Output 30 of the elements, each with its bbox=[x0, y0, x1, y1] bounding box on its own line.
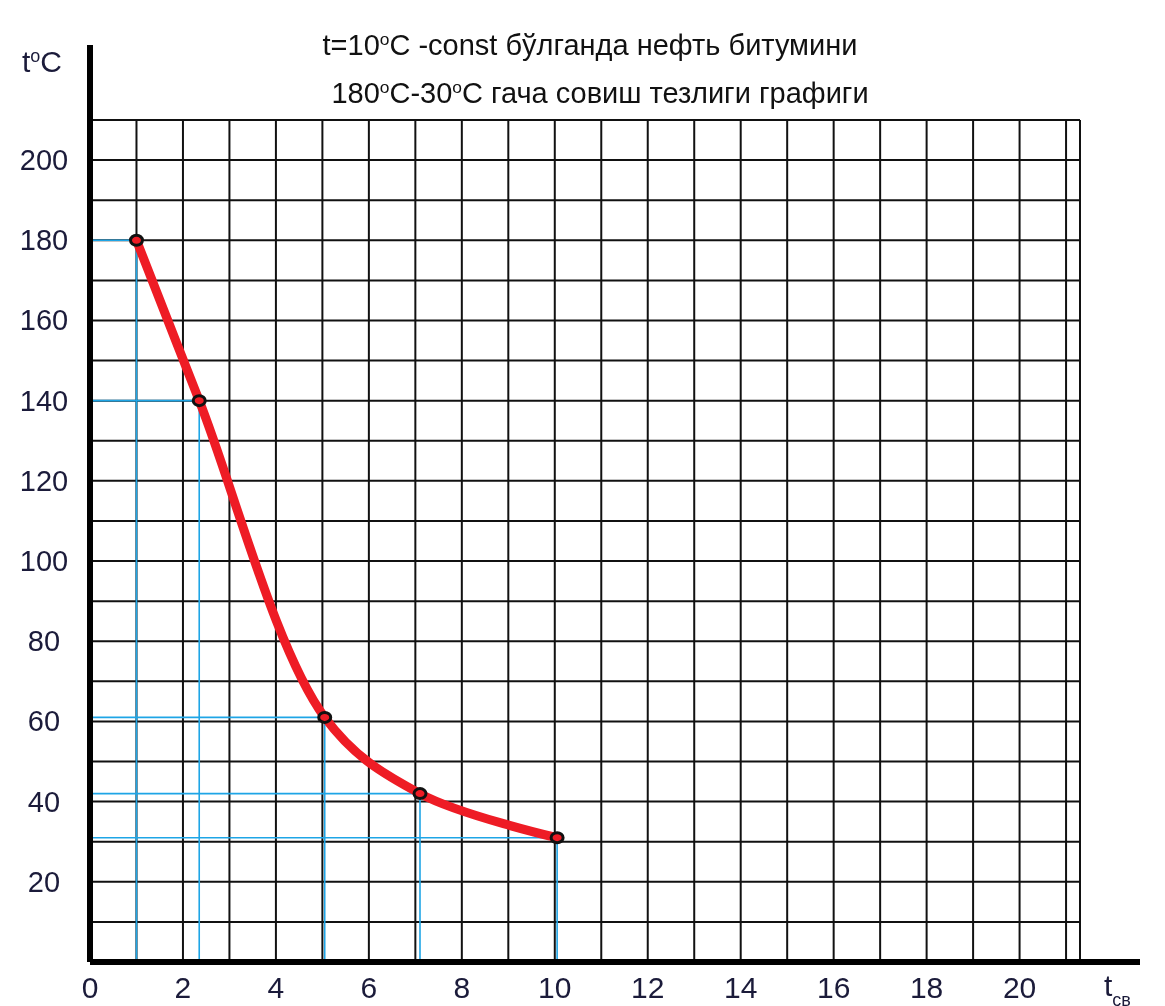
y-tick-label: 20 bbox=[27, 865, 61, 898]
x-tick-label: 14 bbox=[724, 971, 758, 1004]
x-tick-label: 0 bbox=[81, 971, 99, 1004]
point bbox=[128, 233, 144, 247]
x-axis-title: t$_{св}$ bbox=[1104, 969, 1131, 1006]
chart-title: t=10$^{o}$C -const бўлганда нефть битумини bbox=[322, 29, 858, 61]
x-tick-label: 10 bbox=[538, 971, 572, 1004]
y-tick-label: 140 bbox=[19, 384, 69, 417]
y-tick-label: 100 bbox=[19, 545, 69, 578]
x-tick-label: 18 bbox=[909, 971, 944, 1004]
x-tick-label: 4 bbox=[267, 971, 285, 1004]
x-tick-label: 12 bbox=[631, 971, 665, 1004]
y-tick-label: 180 bbox=[19, 224, 69, 257]
point bbox=[191, 394, 207, 408]
y-tick-label: 40 bbox=[27, 785, 61, 818]
x-tick-label: 16 bbox=[816, 971, 851, 1004]
point bbox=[412, 787, 428, 801]
y-tick-label: 120 bbox=[19, 464, 69, 497]
y-tick-label: 200 bbox=[19, 144, 69, 177]
x-tick-label: 2 bbox=[174, 971, 192, 1004]
y-tick-label: 80 bbox=[27, 625, 61, 658]
x-tick-label: 6 bbox=[360, 971, 378, 1004]
x-tick-label: 8 bbox=[453, 971, 471, 1004]
point bbox=[549, 831, 565, 845]
point bbox=[317, 710, 333, 724]
y-axis-title: t$^{o}$C bbox=[21, 45, 63, 78]
x-tick-label: 20 bbox=[1002, 971, 1037, 1004]
y-tick-label: 60 bbox=[27, 705, 61, 738]
chart-subtitle: 180$^{o}$C-30$^{o}$C гача совиш тезлиги графиги bbox=[331, 77, 869, 109]
y-tick-label: 160 bbox=[19, 304, 69, 337]
